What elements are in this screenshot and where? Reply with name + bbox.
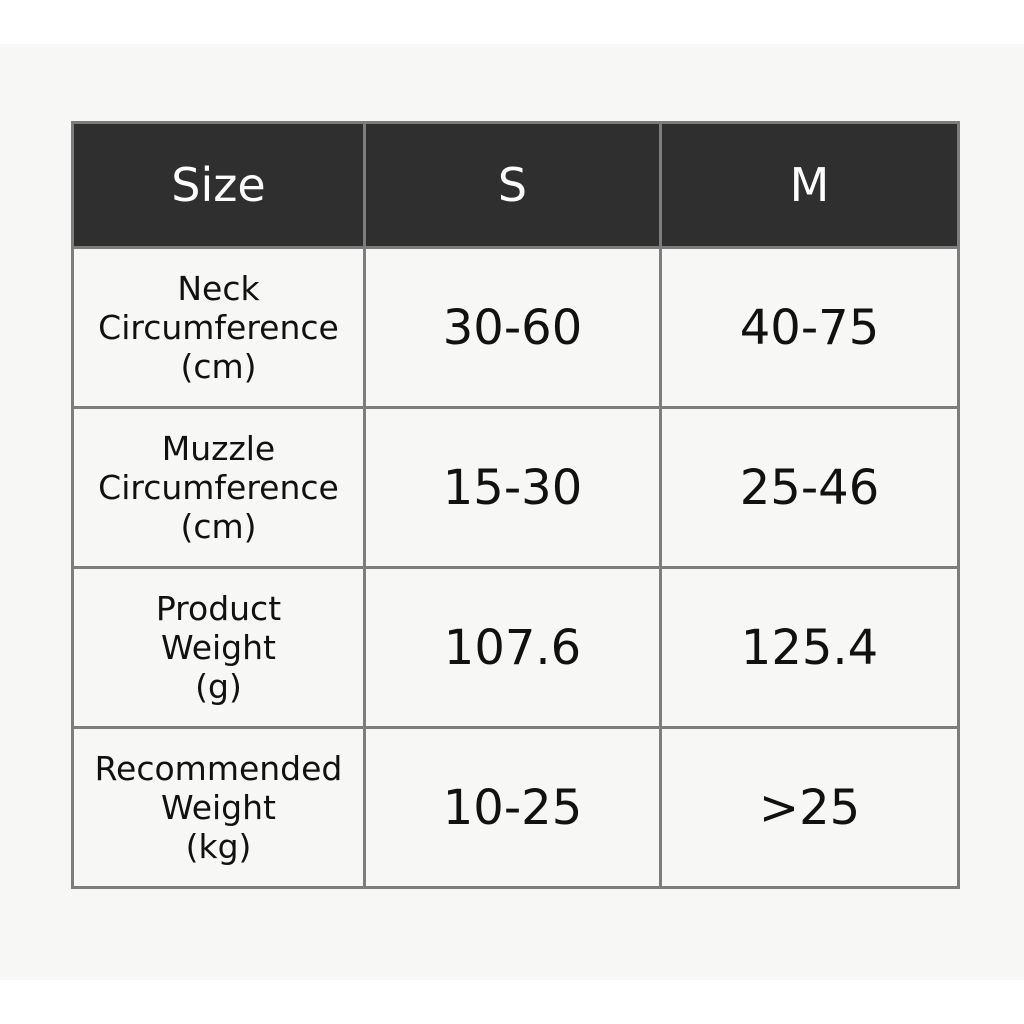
cell-m: >25 (659, 726, 960, 889)
row-label: Muzzle Circumference (cm) (71, 406, 366, 569)
cell-s: 10-25 (363, 726, 662, 889)
cell-s: 15-30 (363, 406, 662, 569)
row-label: Recommended Weight (kg) (71, 726, 366, 889)
header-m: M (659, 121, 960, 249)
header-row: Size S M (71, 121, 960, 249)
cell-s: 107.6 (363, 566, 662, 729)
size-chart-table: Size S M Neck Circumference (cm) 30-60 4… (71, 121, 960, 889)
table-row: Muzzle Circumference (cm) 15-30 25-46 (71, 406, 960, 569)
cell-m: 40-75 (659, 246, 960, 409)
row-label: Product Weight (g) (71, 566, 366, 729)
cell-m: 25-46 (659, 406, 960, 569)
cell-m: 125.4 (659, 566, 960, 729)
header-s: S (363, 121, 662, 249)
cell-s: 30-60 (363, 246, 662, 409)
table-row: Neck Circumference (cm) 30-60 40-75 (71, 246, 960, 409)
row-label: Neck Circumference (cm) (71, 246, 366, 409)
table-row: Recommended Weight (kg) 10-25 >25 (71, 726, 960, 889)
header-size: Size (71, 121, 366, 249)
table-row: Product Weight (g) 107.6 125.4 (71, 566, 960, 729)
